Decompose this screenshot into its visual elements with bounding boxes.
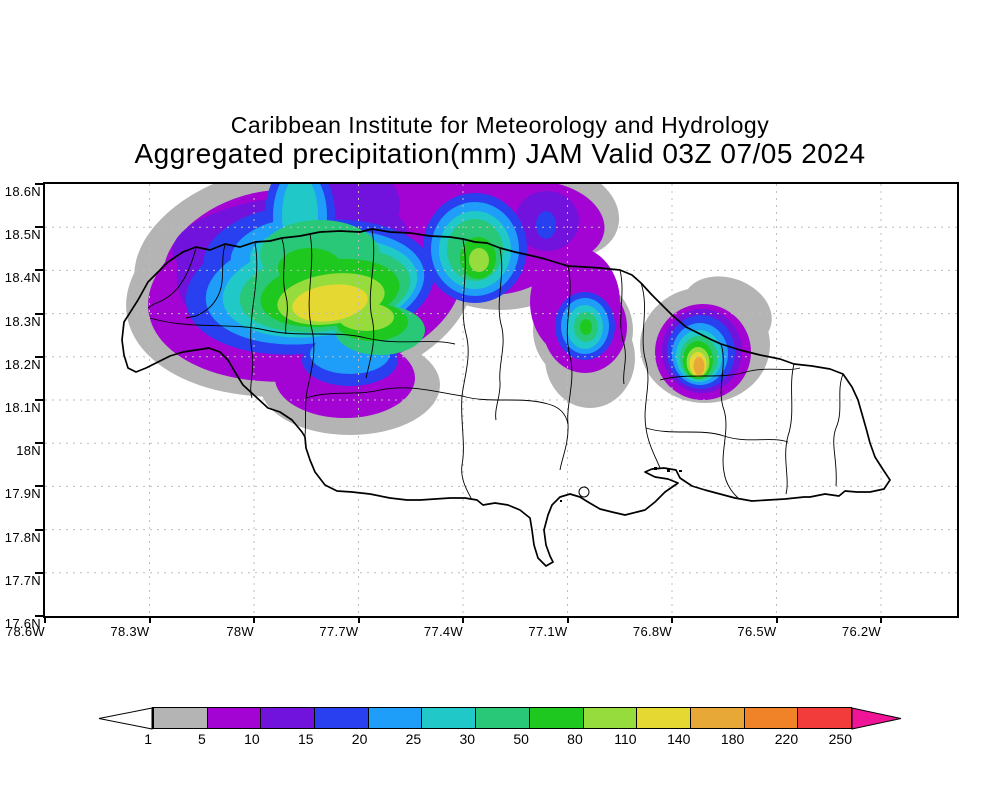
latitude-axis-labels: 18.6N 18.5N 18.4N 18.3N 18.2N 18.1N 18N 17.9N 17… [4, 184, 41, 631]
colorbar-overflow-arrow [851, 707, 902, 730]
colorbar [152, 707, 852, 729]
colorbar-segment [206, 708, 261, 728]
longitude-axis-ticks [44, 616, 882, 623]
colorbar-segment [367, 708, 422, 728]
colorbar-segment [689, 708, 744, 728]
colorbar-segment [797, 708, 851, 728]
map-plot-frame [43, 182, 959, 618]
institute-title: Caribbean Institute for Meteorology and … [230, 112, 770, 138]
longitude-axis-labels: 78.6W 78.3W 78W 77.7W 77.4W 77.1W 76.8W 76.5W 76… [5, 624, 882, 639]
parish-boundaries [147, 229, 844, 501]
colorbar-underflow-arrow [98, 707, 153, 730]
colorbar-segment [314, 708, 368, 728]
colorbar-segment [582, 708, 637, 728]
colorbar-segment [153, 708, 207, 728]
colorbar-segment [743, 708, 798, 728]
colorbar-level-labels: 1 5 10 15 20 25 30 50 80 110 140 180 220 250 [144, 731, 852, 747]
colorbar-segment [475, 708, 529, 728]
colorbar-segment [421, 708, 476, 728]
contour-140mm-gold [693, 357, 705, 375]
colorbar-segment [528, 708, 583, 728]
colorbar-segment [260, 708, 315, 728]
colorbar-segment [636, 708, 690, 728]
jamaica-coastline [121, 228, 891, 567]
offshore-cays [560, 467, 682, 502]
jamaica-map-canvas [45, 184, 957, 616]
product-title: Aggregated precipitation(mm) JAM Valid 0… [134, 138, 866, 170]
latitude-axis-ticks [35, 183, 44, 617]
chart-titles: Caribbean Institute for Meteorology and … [0, 112, 1000, 171]
